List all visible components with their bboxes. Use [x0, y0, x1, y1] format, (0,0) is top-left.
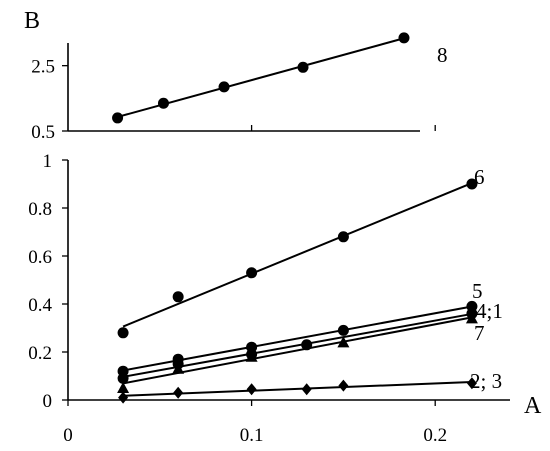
top-panel: 2.5 0.5 B 8	[24, 8, 448, 143]
x-tick-label: 0.1	[240, 425, 264, 446]
data-point-series-2-3	[466, 377, 477, 390]
series-label-8: 8	[437, 43, 448, 67]
bottom-y-tick-label: 0.4	[28, 295, 52, 316]
y-axis-title: B	[24, 8, 40, 34]
series-label-2-3: 2; 3	[470, 369, 502, 393]
data-point-series-6	[172, 291, 184, 303]
data-point-series-6	[337, 231, 349, 243]
data-point-series-8	[218, 81, 230, 93]
data-point-series-7	[172, 362, 185, 374]
bottom-y-tick-label: 1	[43, 151, 53, 172]
data-point-series-6	[117, 327, 129, 339]
data-point-series-2-3	[246, 383, 257, 396]
data-point-series-5	[337, 324, 349, 336]
data-point-series-2-3	[173, 386, 184, 399]
data-point-series-6	[246, 267, 258, 279]
data-point-series-7	[465, 312, 478, 324]
x-tick-label: 0	[63, 425, 73, 446]
top-y-tick-label: 0.5	[31, 122, 55, 143]
data-point-series-8	[297, 61, 309, 73]
data-point-series-2-3	[338, 379, 349, 392]
bottom-panel: 0 0.2 0.4 0.6 0.8 1 0 0.1 0.2 A 6 54;17 2; 3	[28, 151, 542, 446]
series-label-5: 5	[472, 279, 483, 303]
data-point-series-2-3	[301, 383, 312, 396]
data-point-series-8	[157, 97, 169, 109]
fit-line-series-6	[122, 182, 473, 328]
x-axis-title: A	[524, 393, 542, 419]
top-y-tick-label: 2.5	[31, 57, 55, 78]
bottom-y-tick-label: 0.6	[28, 247, 52, 268]
data-point-series-7	[117, 382, 130, 393]
data-point-series-8	[398, 32, 410, 44]
series-label-4-1: 4;1	[476, 299, 503, 323]
bottom-y-tick-label: 0.2	[28, 343, 52, 364]
bottom-y-tick-label: 0.8	[28, 199, 52, 220]
data-point-series-7	[245, 350, 258, 362]
bottom-y-tick-label: 0	[43, 391, 53, 412]
data-point-series-8	[112, 112, 124, 124]
series-label-6: 6	[474, 165, 485, 189]
data-point-series-4-1	[117, 372, 129, 384]
series-label-7: 7	[474, 321, 485, 345]
data-point-series-2-3	[118, 391, 129, 404]
data-point-series-6	[466, 178, 478, 190]
data-point-series-7	[337, 336, 350, 348]
x-tick-label: 0.2	[423, 425, 447, 446]
